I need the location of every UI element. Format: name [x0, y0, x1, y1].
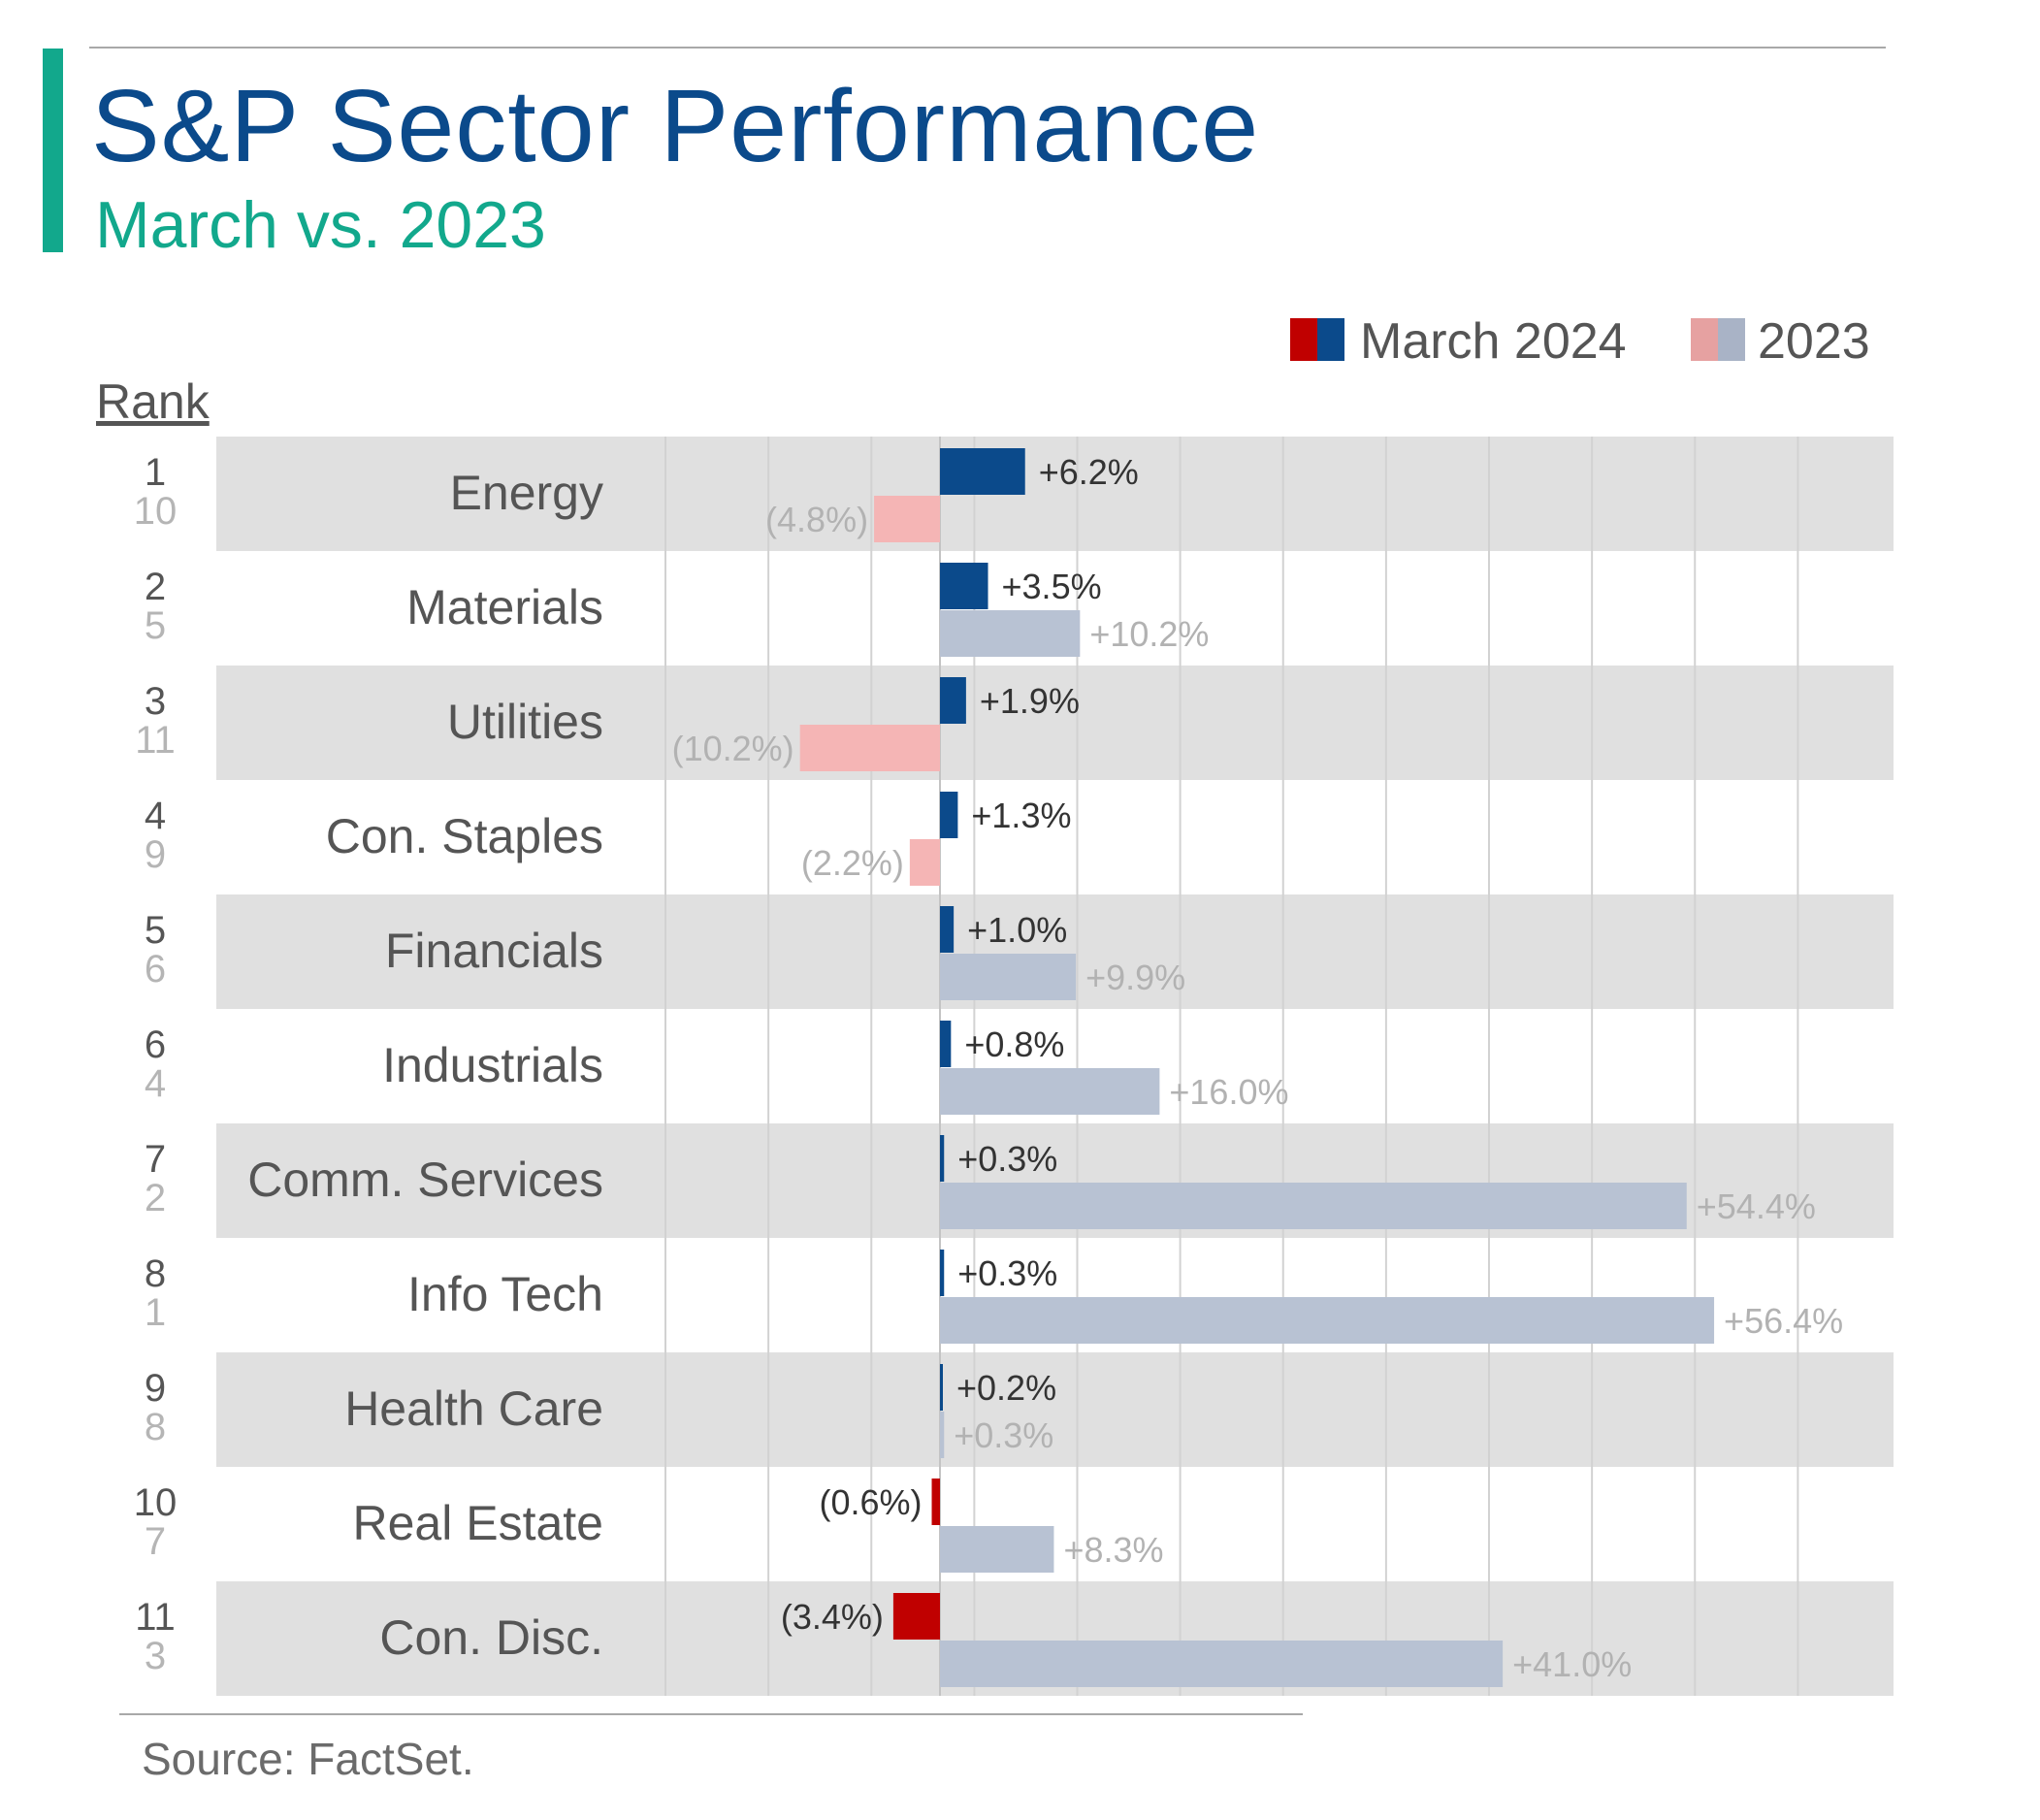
data-label-march-2024: +0.3%	[957, 1253, 1057, 1293]
bar-march-2024	[940, 1364, 943, 1411]
data-label-2023: +8.3%	[1063, 1530, 1163, 1570]
bar-2023	[940, 1526, 1054, 1573]
data-label-march-2024: +6.2%	[1039, 452, 1139, 492]
bar-march-2024	[940, 1021, 952, 1067]
bar-2023	[940, 1183, 1687, 1229]
rank-march: 11	[135, 1596, 176, 1639]
legend-swatch-march-positive	[1317, 318, 1344, 361]
bar-2023	[799, 725, 940, 771]
category-label: Materials	[406, 580, 603, 634]
bar-march-2024	[892, 1593, 940, 1640]
rank-march: 10	[134, 1481, 178, 1524]
bar-march-2024	[940, 563, 988, 609]
category-label: Con. Disc.	[379, 1610, 603, 1665]
rank-2023: 8	[145, 1406, 166, 1448]
top-rule	[89, 47, 1886, 49]
bar-march-2024	[940, 792, 958, 838]
data-label-march-2024: +1.3%	[971, 796, 1071, 835]
data-label-2023: +16.0%	[1169, 1072, 1288, 1112]
bar-2023	[940, 954, 1077, 1000]
data-label-march-2024: +0.3%	[957, 1139, 1057, 1179]
data-label-march-2024: +1.0%	[967, 910, 1067, 950]
data-label-2023: (10.2%)	[672, 729, 794, 768]
row-band	[216, 666, 1894, 780]
data-label-2023: +56.4%	[1724, 1301, 1843, 1341]
rank-march: 7	[145, 1138, 166, 1181]
data-label-2023: (4.8%)	[765, 500, 868, 539]
rank-2023: 7	[145, 1520, 166, 1563]
data-label-march-2024: +3.5%	[1002, 567, 1102, 606]
rank-march: 8	[145, 1252, 166, 1295]
bar-2023	[940, 1641, 1504, 1687]
rank-march: 4	[145, 795, 166, 837]
rank-2023: 2	[145, 1177, 166, 1219]
legend-label-year: 2023	[1758, 313, 1870, 370]
rank-march: 6	[145, 1024, 166, 1066]
data-label-2023: +54.4%	[1697, 1186, 1816, 1226]
rank-march: 2	[145, 566, 166, 608]
chart-title: S&P Sector Performance	[91, 69, 1260, 183]
rank-2023: 4	[145, 1062, 166, 1105]
rank-march: 5	[145, 909, 166, 952]
bottom-rule	[119, 1713, 1303, 1715]
data-label-2023: +10.2%	[1089, 614, 1209, 654]
category-label: Info Tech	[407, 1267, 603, 1321]
bar-2023	[909, 839, 940, 886]
rank-2023: 3	[145, 1635, 166, 1677]
rank-2023: 11	[135, 719, 176, 762]
legend-swatch-march-negative	[1290, 318, 1317, 361]
rank-march: 1	[145, 451, 166, 494]
rank-2023: 1	[145, 1291, 166, 1334]
rank-2023: 10	[134, 490, 178, 533]
data-label-2023: +41.0%	[1512, 1644, 1632, 1684]
bar-march-2024	[940, 906, 955, 953]
data-label-march-2024: (3.4%)	[781, 1597, 884, 1637]
bar-2023	[940, 1297, 1715, 1344]
bar-2023	[874, 496, 940, 542]
category-label: Real Estate	[353, 1496, 603, 1550]
bar-march-2024	[940, 448, 1025, 495]
rank-header: Rank	[96, 374, 210, 429]
rank-march: 9	[145, 1367, 166, 1410]
data-label-2023: +9.9%	[1085, 958, 1185, 997]
bar-march-2024	[940, 1135, 945, 1182]
data-label-2023: (2.2%)	[801, 843, 904, 883]
title-accent-bar	[43, 49, 63, 252]
data-label-march-2024: +0.2%	[956, 1368, 1056, 1408]
bar-march-2024	[940, 677, 966, 724]
rank-march: 3	[145, 680, 166, 723]
category-label: Health Care	[344, 1381, 603, 1436]
bar-2023	[940, 1412, 945, 1458]
legend: March 2024 2023	[1290, 312, 1892, 380]
rank-2023: 6	[145, 948, 166, 991]
data-label-march-2024: +1.9%	[980, 681, 1080, 721]
category-label: Industrials	[382, 1038, 603, 1092]
legend-label-march: March 2024	[1360, 313, 1627, 370]
rank-2023: 9	[145, 833, 166, 876]
data-label-2023: +0.3%	[954, 1415, 1053, 1455]
source-note: Source: FactSet.	[142, 1734, 474, 1784]
data-label-march-2024: +0.8%	[964, 1024, 1064, 1064]
chart-subtitle: March vs. 2023	[95, 188, 546, 262]
category-label: Financials	[385, 924, 603, 978]
category-label: Energy	[450, 466, 603, 520]
legend-swatch-year-negative	[1691, 318, 1718, 361]
data-label-march-2024: (0.6%)	[819, 1482, 922, 1522]
bar-march-2024	[940, 1250, 945, 1296]
bar-march-2024	[931, 1479, 940, 1525]
legend-swatch-year-positive	[1718, 318, 1745, 361]
bar-2023	[940, 610, 1081, 657]
rank-2023: 5	[145, 604, 166, 647]
category-label: Con. Staples	[326, 809, 603, 863]
row-band	[216, 437, 1894, 551]
row-band	[216, 1352, 1894, 1467]
category-label: Utilities	[447, 695, 603, 749]
category-label: Comm. Services	[247, 1153, 603, 1207]
bar-2023	[940, 1068, 1160, 1115]
